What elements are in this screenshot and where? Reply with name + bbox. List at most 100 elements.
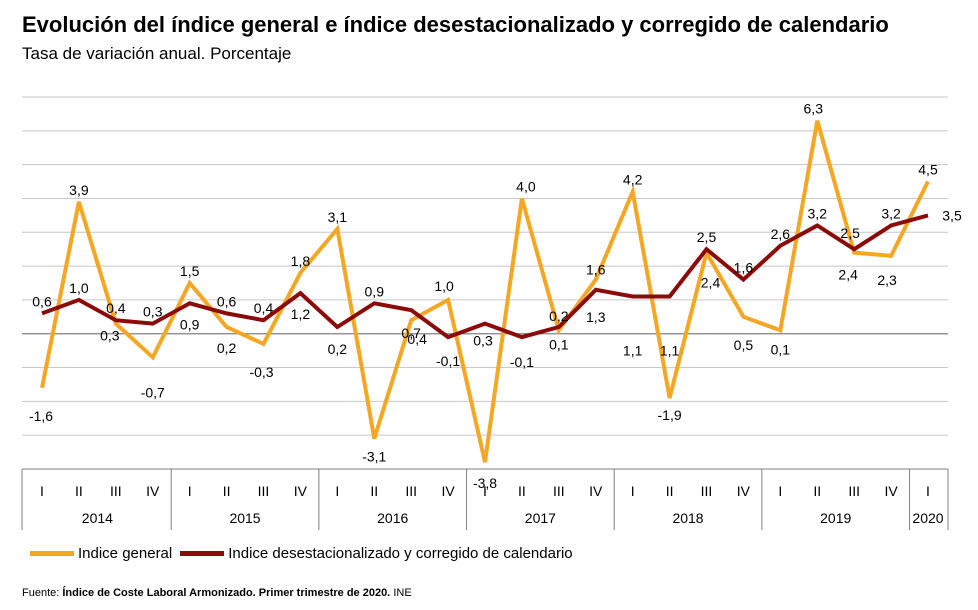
year-label: 2020	[912, 510, 943, 526]
x-tick-label: IV	[884, 483, 898, 499]
x-tick-label: I	[778, 483, 782, 499]
year-label: 2019	[820, 510, 851, 526]
chart-subtitle: Tasa de variación anual. Porcentaje	[22, 44, 292, 63]
data-label-adjusted: 1,6	[734, 260, 754, 276]
x-tick-label: II	[666, 483, 674, 499]
data-label-adjusted: 2,5	[697, 229, 717, 245]
x-tick-label: II	[813, 483, 821, 499]
x-tick-label: I	[40, 483, 44, 499]
data-label-adjusted: 1,1	[623, 343, 643, 359]
data-label-adjusted: 3,2	[881, 206, 901, 222]
legend-label-adjusted: Indice desestacionalizado y corregido de…	[228, 545, 573, 562]
data-label-general: 3,1	[328, 209, 348, 225]
data-label-adjusted: 0,6	[217, 293, 237, 309]
x-tick-label: IV	[589, 483, 603, 499]
data-label-general: 4,2	[623, 172, 643, 188]
x-tick-label: IV	[146, 483, 160, 499]
year-label: 2014	[82, 510, 113, 526]
x-tick-label: I	[926, 483, 930, 499]
data-label-adjusted: 1,2	[291, 306, 311, 322]
x-tick-label: IV	[294, 483, 308, 499]
data-label-adjusted: 0,4	[106, 300, 126, 316]
legend-label-general: Indice general	[78, 545, 173, 562]
data-label-general: 4,0	[516, 178, 536, 194]
source-prefix: Fuente:	[22, 587, 60, 599]
series-line-general	[40, 120, 930, 463]
data-label-general: -0,3	[249, 364, 273, 380]
data-label-adjusted: 0,6	[32, 293, 52, 309]
year-label: 2015	[229, 510, 260, 526]
data-label-general: -1,6	[29, 408, 53, 424]
data-label-general: 0,4	[407, 331, 427, 347]
data-label-general: 6,3	[804, 101, 824, 117]
x-tick-label: I	[335, 483, 339, 499]
source-publisher: INE	[393, 587, 412, 599]
data-label-general: 2,4	[838, 267, 858, 283]
x-tick-label: II	[75, 483, 83, 499]
legend-swatch-adjusted	[180, 551, 225, 556]
x-tick-label: I	[631, 483, 635, 499]
data-label-general: -3,1	[362, 449, 386, 465]
data-label-general: 1,0	[434, 278, 454, 294]
x-tick-label: III	[405, 483, 417, 499]
year-label: 2018	[672, 510, 703, 526]
grid-lines	[22, 96, 948, 470]
legend-item-general: Indice general	[30, 545, 172, 562]
x-tick-label: II	[223, 483, 231, 499]
data-label-general: 1,8	[291, 253, 311, 269]
data-label-adjusted: 0,4	[254, 300, 274, 316]
x-tick-label: I	[483, 483, 487, 499]
x-tick-label: II	[370, 483, 378, 499]
data-label-adjusted: 2,6	[771, 226, 791, 242]
x-axis: I II III IV I II III IV I II III IV I II III IV I II III IV…	[21, 468, 949, 530]
data-label-general: 4,5	[918, 162, 938, 178]
legend: Indice general Indice desestacionalizado…	[30, 545, 581, 562]
data-label-adjusted: 2,5	[840, 225, 860, 241]
data-label-adjusted: 0,2	[328, 341, 348, 357]
data-label-adjusted: 1,3	[586, 309, 606, 325]
x-tick-label: III	[701, 483, 713, 499]
chart-title: Evolución del índice general e índice de…	[22, 12, 889, 37]
data-label-general: 2,3	[877, 272, 897, 288]
x-tick-label: IV	[737, 483, 751, 499]
data-label-adjusted: 0,9	[180, 316, 200, 332]
data-label-general: -1,9	[658, 407, 682, 423]
data-label-adjusted: 0,3	[473, 333, 493, 349]
series-lines	[40, 120, 930, 463]
data-label-adjusted: 1,0	[69, 280, 89, 296]
data-labels: -1,6 3,9 0,3 -0,7 1,5 0,2 -0,3 1,8 3,1 -3,1 0,4 1,0…	[29, 101, 962, 492]
x-tick-label: III	[848, 483, 860, 499]
data-label-general: 1,6	[586, 262, 606, 278]
x-tick-label: IV	[441, 483, 455, 499]
line-chart: I II III IV I II III IV I II III IV I II III IV I II III IV…	[21, 96, 962, 530]
data-label-general: 0,1	[549, 336, 569, 352]
data-label-general: 1,5	[180, 263, 200, 279]
data-label-general: 0,5	[734, 337, 754, 353]
data-label-general: -3,8	[473, 475, 497, 491]
data-label-general: 3,9	[69, 182, 89, 198]
series-line-adjusted	[41, 213, 929, 340]
legend-swatch-general	[30, 551, 74, 556]
data-label-general: 2,4	[701, 275, 721, 291]
data-label-general: 0,2	[217, 340, 237, 356]
source-note: Fuente: Índice de Coste Laboral Armoniza…	[22, 587, 412, 599]
legend-item-adjusted: Indice desestacionalizado y corregido de…	[180, 545, 573, 562]
data-label-adjusted: 1,1	[660, 343, 680, 359]
x-tick-label: I	[188, 483, 192, 499]
data-label-general: 0,3	[100, 328, 120, 344]
data-label-adjusted: 0,3	[143, 304, 163, 320]
x-tick-label: II	[518, 483, 526, 499]
source-title: Índice de Coste Laboral Armonizado. Prim…	[62, 587, 391, 599]
data-label-adjusted: -0,1	[436, 353, 460, 369]
data-label-general: -0,7	[141, 384, 165, 400]
year-label: 2016	[377, 510, 408, 526]
data-label-adjusted: 0,2	[549, 308, 569, 324]
data-label-adjusted: -0,1	[510, 354, 534, 370]
x-tick-label: III	[110, 483, 122, 499]
data-label-adjusted: 0,9	[365, 283, 385, 299]
x-tick-label: III	[553, 483, 565, 499]
data-label-general: 0,1	[771, 341, 791, 357]
x-tick-label: III	[258, 483, 270, 499]
year-label: 2017	[525, 510, 556, 526]
data-label-adjusted: 0,7	[401, 325, 421, 341]
